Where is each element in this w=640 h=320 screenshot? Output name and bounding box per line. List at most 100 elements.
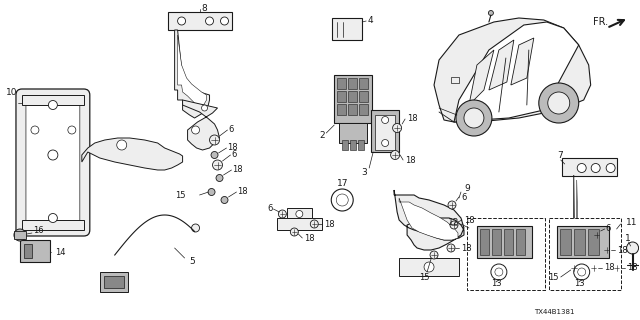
FancyBboxPatch shape — [16, 89, 90, 236]
Circle shape — [68, 126, 76, 134]
Circle shape — [202, 105, 207, 111]
Circle shape — [205, 17, 214, 25]
Bar — [375, 115, 395, 150]
Polygon shape — [573, 175, 612, 268]
Bar — [467, 218, 545, 290]
Circle shape — [591, 164, 600, 172]
Circle shape — [577, 164, 586, 172]
Text: 5: 5 — [189, 258, 195, 267]
Bar — [557, 226, 609, 258]
Text: 18: 18 — [627, 263, 637, 273]
Circle shape — [332, 189, 353, 211]
Bar — [337, 104, 346, 115]
Text: 4: 4 — [367, 15, 373, 25]
Circle shape — [488, 11, 493, 15]
Polygon shape — [175, 30, 209, 118]
Polygon shape — [399, 198, 458, 240]
Circle shape — [178, 17, 186, 25]
Bar — [334, 75, 372, 123]
Text: 15: 15 — [175, 190, 185, 199]
Circle shape — [448, 201, 456, 209]
Bar — [337, 91, 346, 102]
Circle shape — [191, 126, 200, 134]
Polygon shape — [182, 100, 220, 150]
Bar — [348, 104, 357, 115]
Text: 16: 16 — [33, 226, 44, 235]
Bar — [573, 229, 585, 255]
Circle shape — [208, 188, 215, 196]
Circle shape — [548, 92, 570, 114]
Text: 13: 13 — [491, 278, 502, 287]
Bar — [104, 276, 124, 288]
Bar — [287, 208, 312, 218]
Circle shape — [606, 164, 615, 172]
Polygon shape — [469, 50, 494, 105]
Bar — [14, 231, 26, 239]
Circle shape — [221, 17, 228, 25]
Bar — [516, 229, 525, 255]
Text: 18: 18 — [232, 164, 243, 173]
Bar — [358, 140, 364, 150]
Circle shape — [627, 242, 639, 254]
Text: 15: 15 — [548, 274, 559, 283]
Bar — [560, 229, 571, 255]
Bar — [339, 123, 367, 143]
Text: 13: 13 — [573, 278, 584, 287]
Circle shape — [424, 262, 434, 272]
Bar — [371, 110, 399, 152]
Circle shape — [603, 246, 611, 254]
FancyBboxPatch shape — [26, 98, 80, 227]
Circle shape — [191, 224, 200, 232]
Circle shape — [381, 116, 388, 124]
Circle shape — [216, 174, 223, 181]
Bar — [492, 229, 501, 255]
Polygon shape — [489, 40, 514, 90]
Bar — [451, 77, 459, 83]
Circle shape — [116, 140, 127, 150]
Text: 18: 18 — [305, 234, 315, 243]
Bar — [168, 12, 232, 30]
Circle shape — [212, 160, 223, 170]
Bar — [477, 226, 532, 258]
Circle shape — [278, 210, 286, 218]
Text: FR.: FR. — [593, 17, 608, 27]
Polygon shape — [511, 38, 534, 85]
Circle shape — [49, 100, 58, 109]
Circle shape — [495, 268, 503, 276]
Text: 11: 11 — [626, 218, 637, 227]
Bar — [548, 218, 621, 290]
Text: 15: 15 — [419, 274, 429, 283]
Text: 18: 18 — [464, 215, 475, 225]
Bar — [359, 78, 368, 89]
Bar — [22, 220, 84, 230]
Text: 14: 14 — [55, 247, 65, 257]
Bar — [562, 158, 616, 176]
Circle shape — [464, 108, 484, 128]
Text: 18: 18 — [461, 244, 472, 252]
Bar — [480, 229, 489, 255]
Text: 17: 17 — [337, 179, 348, 188]
Bar — [399, 258, 459, 276]
Circle shape — [430, 251, 438, 259]
Polygon shape — [454, 22, 579, 122]
Circle shape — [578, 268, 586, 276]
Text: 18: 18 — [616, 245, 627, 254]
Circle shape — [31, 126, 39, 134]
Circle shape — [211, 151, 218, 158]
Circle shape — [450, 221, 458, 229]
Text: 18: 18 — [227, 142, 238, 151]
Text: 7: 7 — [557, 150, 563, 159]
Circle shape — [589, 264, 598, 272]
Bar — [504, 229, 513, 255]
Bar — [277, 218, 323, 230]
Polygon shape — [577, 180, 610, 263]
Bar — [342, 140, 348, 150]
Bar — [359, 104, 368, 115]
Bar — [359, 91, 368, 102]
Text: 18: 18 — [405, 156, 416, 164]
Text: 12: 12 — [447, 218, 459, 227]
Circle shape — [392, 124, 402, 132]
Bar — [588, 229, 598, 255]
Text: 6: 6 — [232, 149, 237, 158]
Circle shape — [291, 228, 298, 236]
